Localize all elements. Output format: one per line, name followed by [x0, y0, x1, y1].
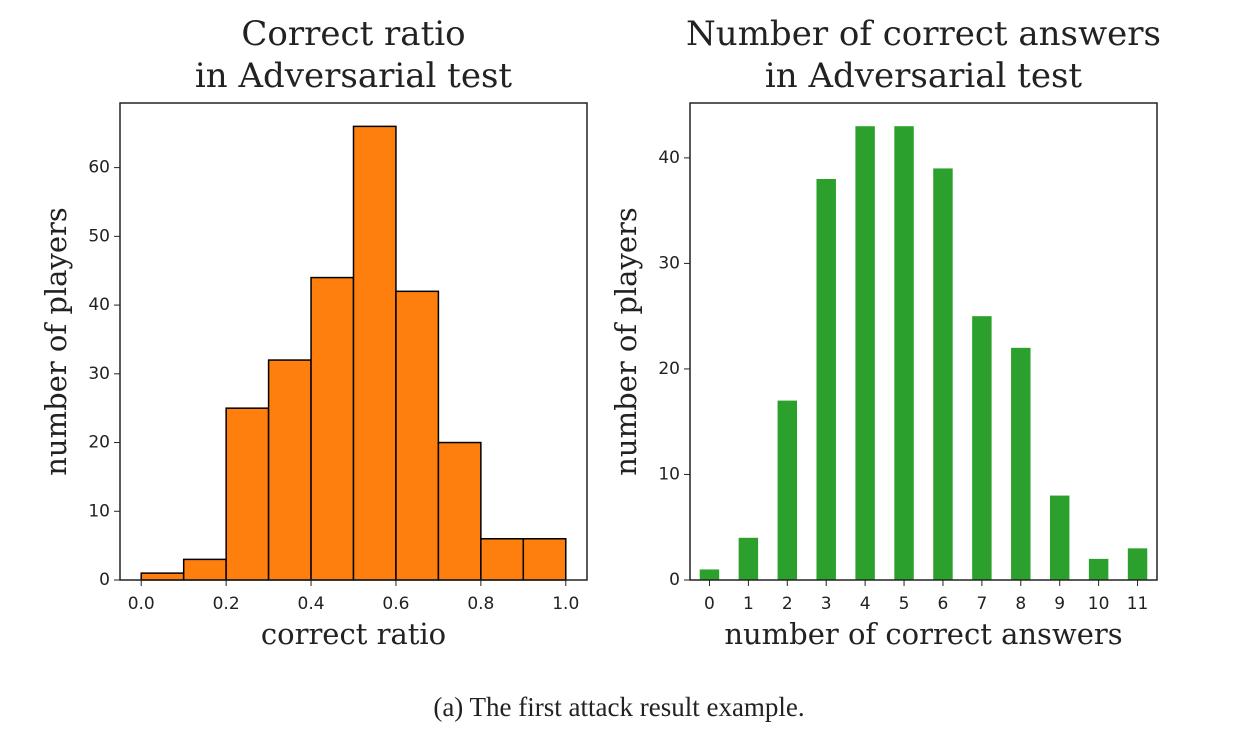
chart-title: in Adversarial test: [195, 56, 513, 96]
bar: [225, 407, 270, 581]
bar: [310, 276, 355, 581]
bar: [972, 316, 992, 580]
chart-title: Correct ratio: [241, 14, 465, 54]
y-tick-label: 60: [88, 158, 110, 178]
x-tick-label: 0.6: [382, 594, 409, 614]
y-tick-label: 30: [88, 364, 110, 384]
x-tick-label: 1.0: [552, 594, 579, 614]
x-tick-label: 0: [704, 594, 715, 614]
bar: [1049, 495, 1070, 580]
y-tick-label: 0: [669, 570, 680, 590]
y-tick-label: 40: [658, 148, 680, 168]
axes-frame: [689, 102, 1158, 581]
y-tick-label: 10: [658, 464, 680, 484]
x-tick-label: 3: [821, 594, 832, 614]
y-tick-label: 40: [88, 295, 110, 315]
x-tick-label: 0.4: [298, 594, 325, 614]
axes-frame: [119, 102, 588, 581]
caption: (a) The first attack result example.: [433, 692, 804, 722]
bar: [699, 569, 720, 580]
y-axis-label: number of players: [609, 207, 643, 476]
y-tick-label: 0: [99, 570, 110, 590]
bar: [1127, 548, 1148, 580]
bar: [267, 359, 312, 581]
bar: [1088, 558, 1109, 580]
bar: [777, 400, 798, 580]
bar: [182, 558, 227, 581]
x-tick-label: 5: [899, 594, 910, 614]
y-tick-label: 50: [88, 226, 110, 246]
bar: [522, 538, 567, 581]
x-tick-label: 6: [938, 594, 949, 614]
chart-title: Number of correct answers: [686, 14, 1161, 54]
bar: [894, 126, 914, 581]
bar: [738, 537, 759, 580]
y-axis-label: number of players: [39, 207, 73, 476]
x-tick-label: 7: [976, 594, 987, 614]
x-tick-label: 8: [1015, 594, 1026, 614]
bar: [480, 538, 525, 581]
bar: [1011, 347, 1031, 580]
x-axis-label: number of correct answers: [724, 617, 1122, 651]
x-tick-label: 4: [860, 594, 871, 614]
bar: [816, 178, 836, 580]
bar: [140, 572, 185, 581]
bar: [437, 441, 482, 581]
bar: [855, 126, 875, 581]
x-tick-label: 11: [1127, 594, 1149, 614]
x-tick-label: 0.0: [128, 594, 155, 614]
x-tick-label: 9: [1054, 594, 1065, 614]
y-tick-label: 20: [658, 359, 680, 379]
x-tick-label: 2: [782, 594, 793, 614]
x-tick-label: 10: [1088, 594, 1110, 614]
bar: [395, 290, 440, 581]
x-tick-label: 1: [743, 594, 754, 614]
y-tick-label: 20: [88, 433, 110, 453]
x-tick-label: 0.8: [467, 594, 494, 614]
y-tick-label: 30: [658, 253, 680, 273]
bar: [352, 125, 397, 581]
bar: [933, 168, 953, 580]
chart-title: in Adversarial test: [765, 56, 1083, 96]
y-tick-label: 10: [88, 501, 110, 521]
x-tick-label: 0.2: [213, 594, 240, 614]
x-axis-label: correct ratio: [261, 617, 446, 651]
